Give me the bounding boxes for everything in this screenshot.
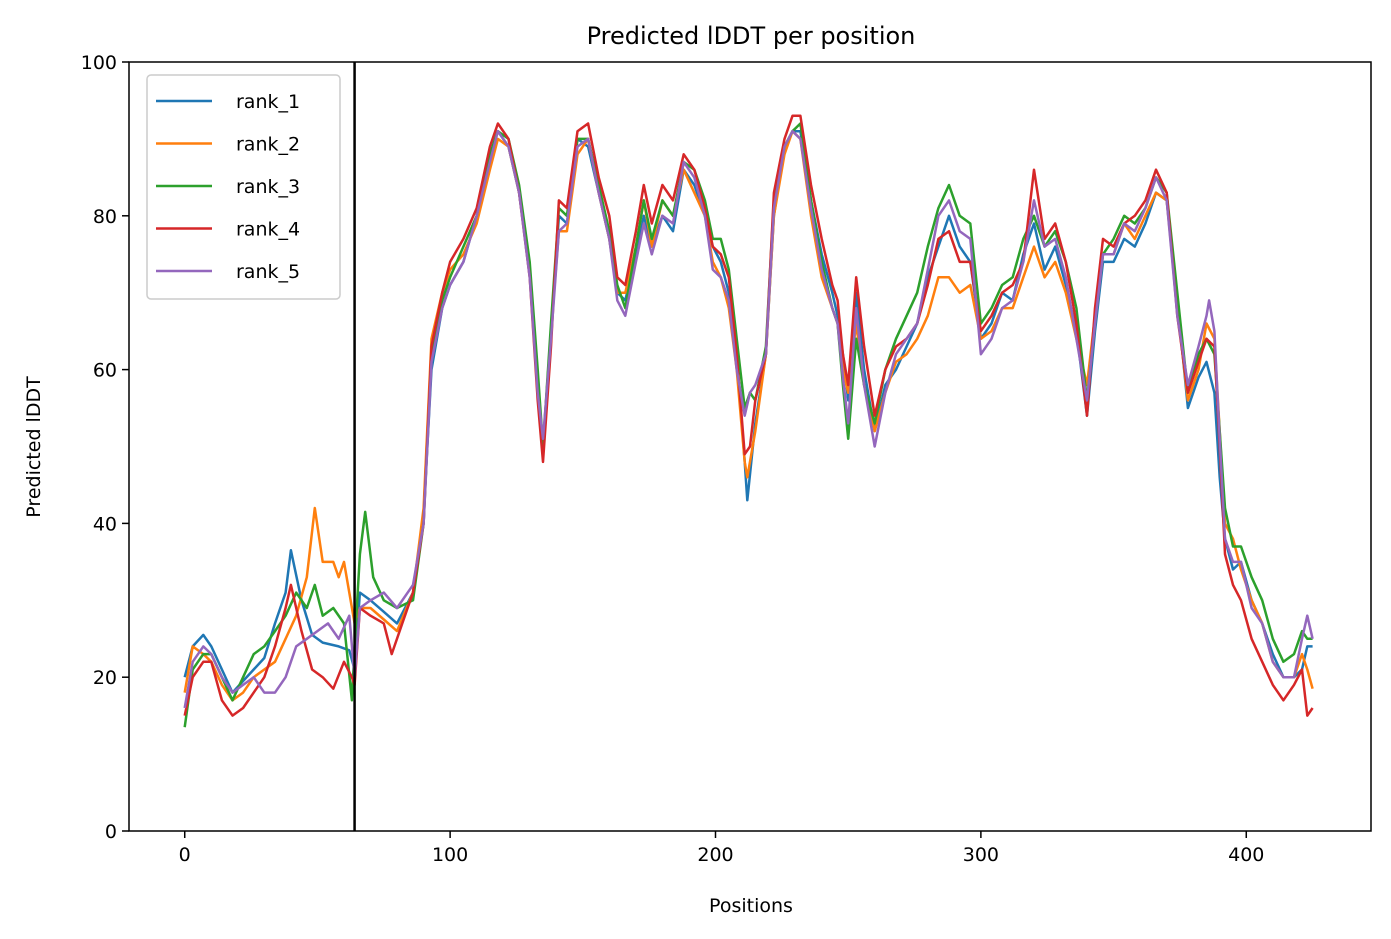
legend-box	[146, 74, 341, 300]
x-tick-label: 200	[697, 844, 733, 866]
y-tick-label: 40	[93, 513, 117, 535]
series-line-rank_5	[183, 129, 1314, 709]
y-tick-label: 60	[93, 360, 117, 382]
legend-label-rank_3: rank_3	[236, 176, 300, 198]
y-axis: 0 20 40 60 80 100	[81, 52, 129, 843]
y-tick-label: 100	[81, 52, 117, 74]
x-tick-label: 300	[963, 844, 999, 866]
legend-label-rank_1: rank_1	[236, 91, 300, 113]
y-axis-label: Predicted lDDT	[23, 376, 45, 518]
x-axis: 0 100 200 300 400	[179, 831, 1264, 866]
plot-area	[183, 62, 1314, 831]
x-tick-label: 400	[1228, 844, 1264, 866]
y-tick-label: 20	[93, 667, 117, 689]
y-tick-label: 0	[105, 821, 117, 843]
y-tick-label: 80	[93, 206, 117, 228]
legend-label-rank_4: rank_4	[236, 219, 300, 241]
axes-frame	[128, 61, 1372, 832]
series-line-rank_4	[183, 114, 1314, 717]
x-tick-label: 100	[432, 844, 468, 866]
x-tick-label: 0	[179, 844, 191, 866]
legend: rank_1 rank_2 rank_3 rank_4 rank_5	[146, 74, 341, 300]
x-axis-label: Positions	[709, 895, 793, 917]
legend-label-rank_2: rank_2	[236, 134, 300, 156]
chart-title: Predicted lDDT per position	[587, 22, 916, 50]
legend-label-rank_5: rank_5	[236, 261, 300, 283]
